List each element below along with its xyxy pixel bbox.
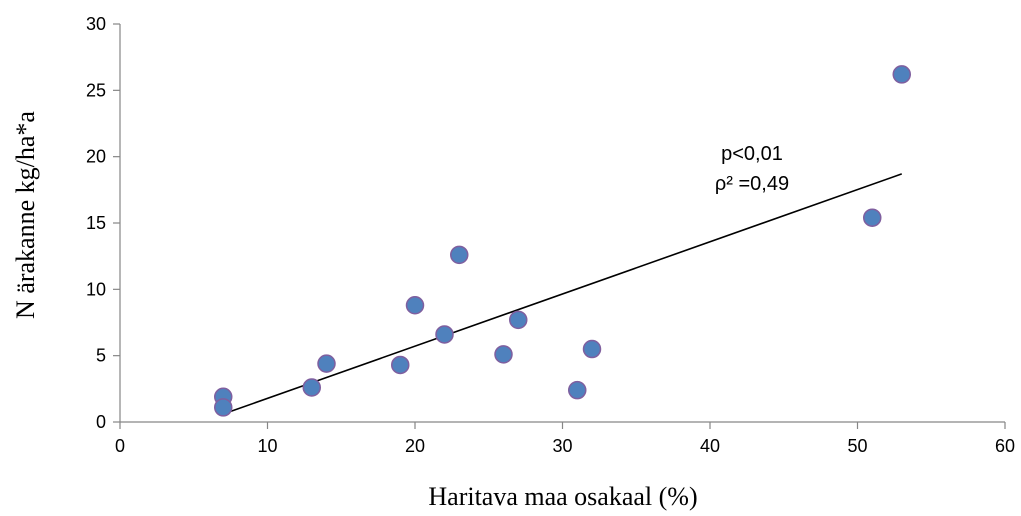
y-tick-label: 15 [86,213,106,233]
data-point [582,339,602,359]
x-axis-title: Haritava maa osakaal (%) [428,482,697,511]
data-point [435,325,454,344]
y-tick-label: 30 [86,14,106,34]
trendline [222,173,903,415]
y-tick-label: 25 [86,80,106,100]
y-tick-label: 20 [86,147,106,167]
data-point [391,355,410,375]
y-tick-label: 0 [96,412,106,432]
y-tick-label: 5 [96,346,106,366]
data-point [494,345,513,364]
data-point [450,245,469,265]
x-tick-label: 40 [700,436,720,456]
annotation-rho-squared: ρ² =0,49 [715,173,789,195]
data-point [568,380,587,400]
data-point [317,354,336,373]
data-point [892,65,911,84]
data-point [863,208,882,227]
y-tick-label: 10 [86,279,106,299]
x-tick-label: 0 [115,436,125,456]
data-point [214,398,233,417]
data-point [509,310,528,330]
annotation-p-value: p<0,01 [721,143,783,165]
data-points [214,65,911,417]
data-point [302,378,321,397]
x-tick-label: 10 [257,436,277,456]
x-tick-label: 20 [405,436,425,456]
y-axis-title: N ärakanne kg/ha*a [11,111,40,319]
data-point [405,296,425,315]
x-tick-label: 30 [552,436,572,456]
ticks: 0 10 20 30 40 50 60 0 5 10 15 20 25 30 [86,14,1015,456]
x-tick-label: 50 [847,436,867,456]
x-tick-label: 60 [995,436,1015,456]
